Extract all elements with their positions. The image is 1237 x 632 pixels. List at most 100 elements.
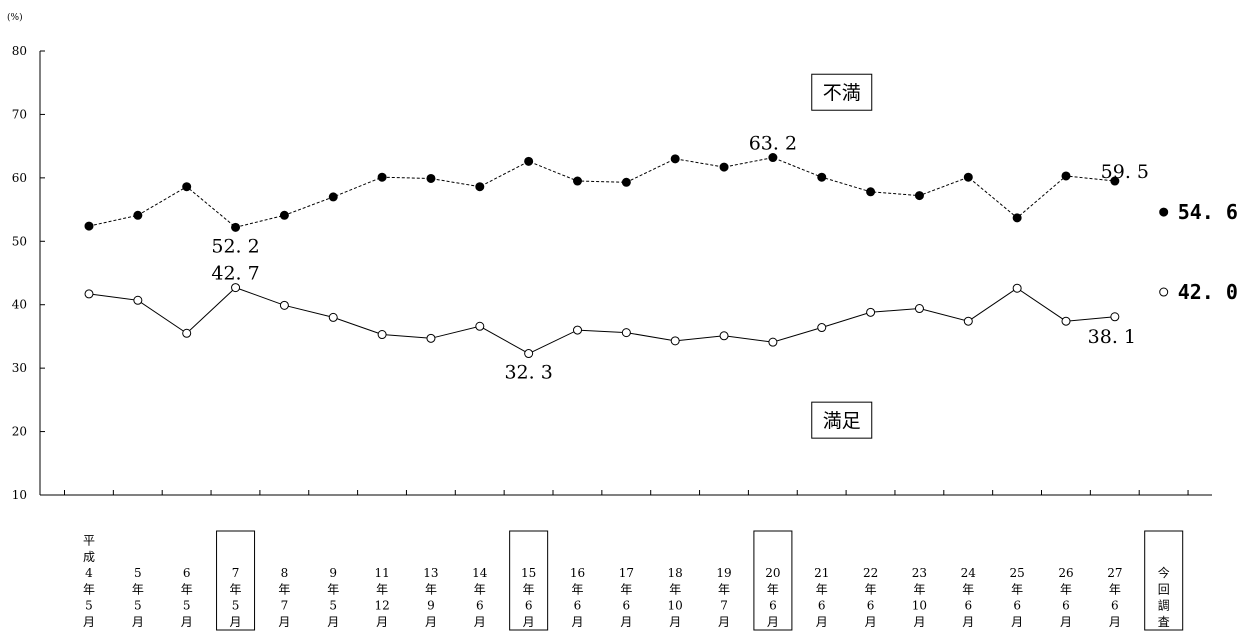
x-tick-label: 年 xyxy=(865,582,877,596)
x-tick-label: 年 xyxy=(571,582,583,596)
current-value-label: 54. 6 xyxy=(1178,200,1237,224)
data-point xyxy=(84,289,94,299)
x-tick-label: 6 xyxy=(964,599,972,613)
series-name-label: 不満 xyxy=(823,82,861,104)
data-point xyxy=(279,300,289,310)
x-tick-label: 24 xyxy=(961,566,977,580)
x-tick-label: 7 xyxy=(232,566,240,580)
x-tick-label: 月 xyxy=(278,615,290,629)
data-point xyxy=(1061,316,1071,326)
x-tick-label: 16 xyxy=(570,566,585,580)
category-highlight-box xyxy=(216,530,256,631)
x-tick-label: 5 xyxy=(183,599,191,613)
x-tick-label: 4 xyxy=(85,566,93,580)
y-tick-label: 10 xyxy=(12,488,27,502)
x-tick-label: 月 xyxy=(327,615,339,629)
data-point xyxy=(231,283,241,293)
x-tick-label: 23 xyxy=(912,566,927,580)
series-name-label: 満足 xyxy=(823,410,861,432)
x-tick-label: 月 xyxy=(132,615,144,629)
x-tick-label: 19 xyxy=(716,566,731,580)
data-point xyxy=(377,172,387,182)
x-tick-label: 年 xyxy=(425,582,437,596)
x-tick-label: 年 xyxy=(376,582,388,596)
x-tick-label: 9 xyxy=(427,599,435,613)
x-tick-label: 5 xyxy=(85,599,93,613)
x-tick-label: 年 xyxy=(523,582,535,596)
category-highlight-box xyxy=(509,530,549,631)
x-tick-label: 年 xyxy=(474,582,486,596)
data-point xyxy=(768,337,778,347)
y-tick-label: 20 xyxy=(12,425,27,439)
x-tick-label: 月 xyxy=(620,615,632,629)
series-line-dissatisfied xyxy=(88,157,1115,228)
x-tick-label: 9 xyxy=(329,566,337,580)
x-tick-label: 6 xyxy=(1062,599,1070,613)
data-point xyxy=(1061,171,1071,181)
x-tick-label: 年 xyxy=(327,582,339,596)
x-axis-labels: 平成 4 年 5 月 5 年 5 月 6 年 5 月 7 年 5 月 8 年 7 月 9 年 5 月 11 年 12 月 13 年 9 月 14 年… xyxy=(83,534,1170,630)
y-tick-label: 60 xyxy=(12,171,27,185)
x-tick-label: 月 xyxy=(816,615,828,629)
x-tick-label: 10 xyxy=(668,599,683,613)
x-tick-label: 5 xyxy=(134,566,142,580)
x-tick-label: 月 xyxy=(1060,615,1072,629)
data-point xyxy=(182,328,192,338)
x-tick-label: 今 xyxy=(1158,565,1170,580)
x-tick-label: 年 xyxy=(816,582,828,596)
x-tick-label: 査 xyxy=(1158,615,1170,629)
x-tick-label: 月 xyxy=(913,615,925,629)
x-tick-label: 6 xyxy=(867,599,875,613)
x-tick-label: 月 xyxy=(474,615,486,629)
series-name-box xyxy=(811,73,873,111)
category-boxes xyxy=(216,530,1184,631)
data-point xyxy=(279,210,289,220)
x-tick-label: 11 xyxy=(374,566,389,580)
data-point xyxy=(1159,207,1169,217)
x-tick-label: 月 xyxy=(1109,615,1121,629)
y-axis-unit-label: (%) xyxy=(7,12,23,23)
x-tick-label: 月 xyxy=(767,615,779,629)
series-group xyxy=(84,153,1169,359)
data-point xyxy=(1012,283,1022,293)
x-tick-label: 年 xyxy=(962,582,974,596)
data-point xyxy=(621,328,631,338)
x-tick-label: 年 xyxy=(669,582,681,596)
data-point xyxy=(817,323,827,333)
y-tick-label: 40 xyxy=(12,298,27,312)
x-tick-label: 7 xyxy=(720,599,728,613)
x-tick-label: 月 xyxy=(571,615,583,629)
data-point xyxy=(817,172,827,182)
x-tick-label: 月 xyxy=(865,615,877,629)
x-tick-label: 26 xyxy=(1058,566,1073,580)
x-tick-label: 5 xyxy=(134,599,142,613)
data-point xyxy=(573,325,582,335)
x-tick-label: 月 xyxy=(669,615,681,629)
x-tick-label: 年 xyxy=(1060,582,1072,596)
data-point xyxy=(377,330,387,340)
data-point xyxy=(719,331,729,341)
x-tick-label: 月 xyxy=(1011,615,1023,629)
x-tick-label: 6 xyxy=(769,599,777,613)
data-point xyxy=(914,191,924,201)
x-tick-label: 月 xyxy=(230,615,242,629)
data-point xyxy=(475,321,485,331)
x-tick-label: 月 xyxy=(523,615,535,629)
x-tick-label: 27 xyxy=(1107,566,1122,580)
x-tick-label: 21 xyxy=(814,566,829,580)
data-label: 52. 2 xyxy=(211,235,259,257)
data-point xyxy=(670,336,680,346)
x-tick-label: 年 xyxy=(913,582,925,596)
x-tick-label: 20 xyxy=(765,566,780,580)
data-label: 59. 5 xyxy=(1101,161,1149,183)
data-point xyxy=(475,182,485,192)
x-tick-label: 月 xyxy=(83,615,95,629)
category-highlight-box xyxy=(1144,530,1184,631)
data-point xyxy=(719,162,729,172)
y-tick-label: 30 xyxy=(12,361,27,375)
x-tick-label: 6 xyxy=(183,566,191,580)
x-tick-label: 12 xyxy=(374,599,389,613)
x-tick-label: 6 xyxy=(818,599,826,613)
